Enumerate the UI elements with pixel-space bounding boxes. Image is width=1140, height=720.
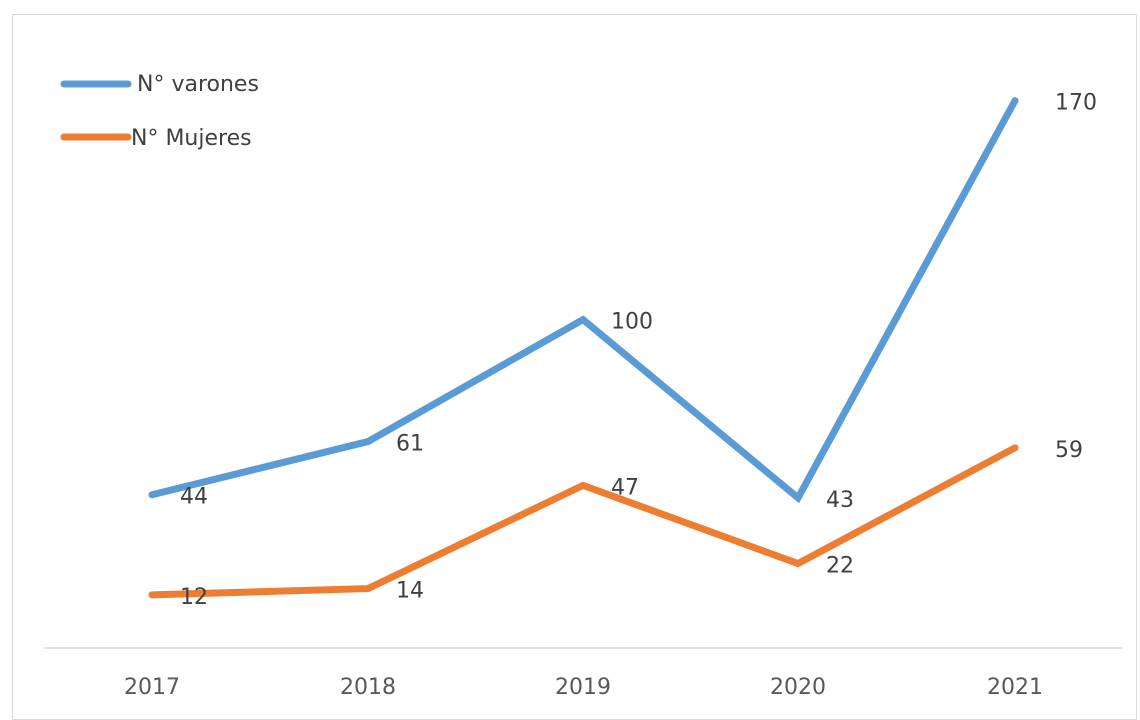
x-tick-label-2019: 2019 <box>555 675 611 700</box>
x-tick-label-2020: 2020 <box>770 675 826 700</box>
data-label-s0-2018: 61 <box>396 432 424 457</box>
series-layer <box>148 97 1019 599</box>
series-line-1 <box>148 444 1019 599</box>
data-label-s1-2018: 14 <box>396 579 424 604</box>
data-label-s0-2020: 43 <box>826 488 854 513</box>
data-label-s0-2017: 44 <box>180 485 208 510</box>
data-label-s1-2020: 22 <box>826 554 854 579</box>
data-labels-layer: 44 61 100 43 170 12 14 47 22 59 <box>180 91 1097 610</box>
legend: N° varones N° Mujeres <box>60 72 259 151</box>
data-label-s0-2021: 170 <box>1055 91 1097 116</box>
legend-label-varones: N° varones <box>137 72 259 97</box>
x-tick-label-2018: 2018 <box>340 675 396 700</box>
data-label-s1-2021: 59 <box>1055 438 1083 463</box>
data-label-s0-2019: 100 <box>611 310 653 335</box>
x-tick-label-2021: 2021 <box>987 675 1043 700</box>
x-tick-labels: 2017 2018 2019 2020 2021 <box>124 675 1043 700</box>
legend-label-mujeres: N° Mujeres <box>131 126 252 151</box>
data-label-s1-2017: 12 <box>180 585 208 610</box>
data-label-s1-2019: 47 <box>611 475 639 500</box>
x-tick-label-2017: 2017 <box>124 675 180 700</box>
series-line-0 <box>148 97 1019 504</box>
